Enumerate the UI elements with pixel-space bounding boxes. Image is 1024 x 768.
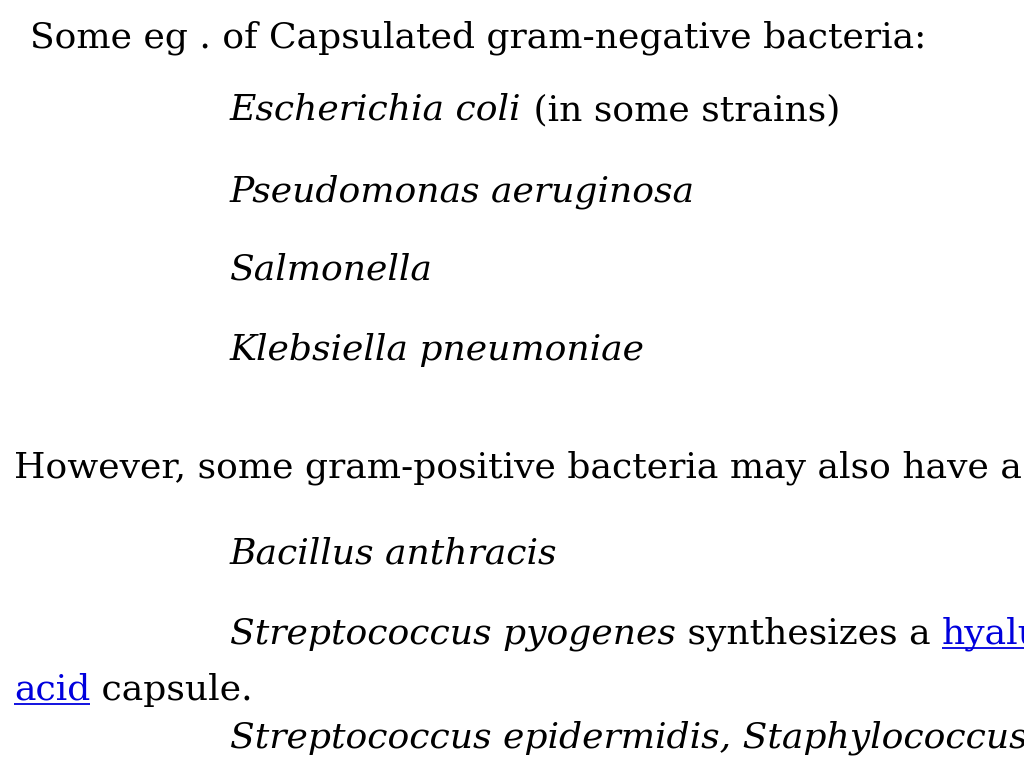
Text: Streptococcus pyogenes: Streptococcus pyogenes [230, 617, 676, 651]
Text: acid: acid [14, 673, 90, 707]
Text: Klebsiella pneumoniae: Klebsiella pneumoniae [230, 333, 645, 367]
Text: Streptococcus epidermidis, Staphylococcus aureus: Streptococcus epidermidis, Staphylococcu… [230, 720, 1024, 755]
Text: Salmonella: Salmonella [230, 253, 433, 287]
Text: Escherichia coli: Escherichia coli [230, 93, 521, 127]
Text: Some eg . of Capsulated gram-negative bacteria:: Some eg . of Capsulated gram-negative ba… [30, 21, 927, 55]
Text: Bacillus anthracis: Bacillus anthracis [230, 537, 557, 571]
Text: However, some gram-positive bacteria may also have a capsule:: However, some gram-positive bacteria may… [14, 451, 1024, 485]
Text: synthesizes a: synthesizes a [676, 617, 942, 651]
Text: Pseudomonas aeruginosa: Pseudomonas aeruginosa [230, 175, 695, 209]
Text: hyaluronic: hyaluronic [942, 617, 1024, 651]
Text: capsule.: capsule. [90, 673, 253, 707]
Text: (in some strains): (in some strains) [521, 93, 840, 127]
